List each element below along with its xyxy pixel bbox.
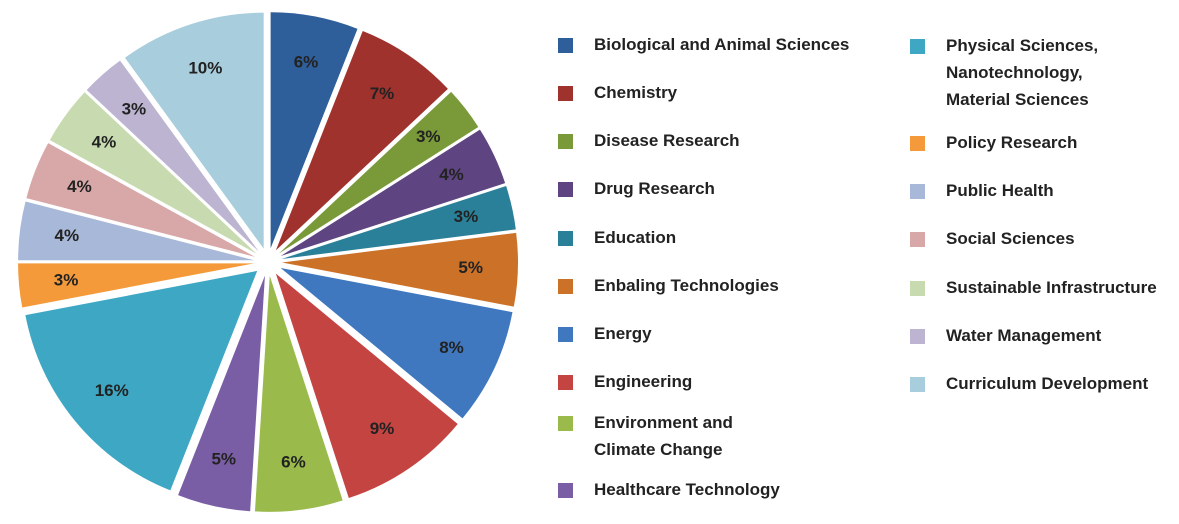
pie-slice: [25, 270, 258, 491]
slice-label: 4%: [67, 177, 92, 196]
pie-slice: [279, 91, 479, 254]
legend-label: Chemistry: [594, 83, 678, 102]
pie-slice: [18, 263, 255, 308]
legend-item: Sustainable Infrastructure: [910, 278, 1157, 301]
pie-slice: [124, 12, 264, 249]
legend-item: Social Sciences: [910, 229, 1075, 252]
slice-label: 3%: [122, 99, 147, 118]
legend-item: Biological and Animal Sciences: [558, 35, 849, 58]
legend-item: Enbaling Technologies: [558, 276, 779, 299]
legend-swatch: [558, 327, 573, 342]
slice-label: 9%: [370, 419, 395, 438]
legend-label: Energy: [594, 324, 652, 343]
legend-item: Engineering: [558, 372, 692, 395]
legend-swatch: [910, 232, 925, 247]
legend-item: Environment and Climate Change: [558, 413, 733, 463]
legend-item: Drug Research: [558, 179, 715, 202]
legend-item: Curriculum Development: [910, 374, 1148, 397]
legend-item: Public Health: [910, 181, 1054, 204]
legend-swatch: [910, 136, 925, 151]
legend-swatch: [558, 375, 573, 390]
legend-label: Policy Research: [946, 133, 1078, 152]
legend-swatch: [558, 182, 573, 197]
legend-swatch: [558, 279, 573, 294]
legend-item: Energy: [558, 324, 652, 347]
pie-chart: 6% 7% 3% 4% 3% 5% 8% 9% 6% 5% 16% 3% 4% 4% 4% 3% 10%: [18, 12, 518, 512]
pie-slice: [270, 12, 358, 249]
legend-label: Curriculum Development: [946, 374, 1149, 393]
slice-label: 5%: [458, 258, 483, 277]
slice-label: 3%: [416, 127, 441, 146]
legend-label: Disease Research: [594, 131, 740, 150]
legend-label: Social Sciences: [946, 229, 1075, 248]
legend-label: Education: [594, 228, 677, 247]
slice-label: 4%: [439, 165, 464, 184]
pie-slice: [275, 273, 458, 499]
pie-slice: [275, 30, 448, 251]
legend-swatch: [910, 39, 925, 54]
slice-label: 3%: [454, 207, 479, 226]
slice-label: 7%: [370, 84, 395, 103]
slice-label: 4%: [92, 132, 117, 151]
legend-label: Healthcare Technology: [594, 480, 780, 499]
pie-slice: [18, 201, 255, 261]
pie-slice: [280, 129, 506, 257]
slice-label: 10%: [188, 59, 222, 78]
legend-label: Drug Research: [594, 179, 715, 198]
pie-slice: [281, 232, 518, 307]
slice-label: 8%: [439, 338, 464, 357]
pie-slice: [281, 186, 516, 259]
legend-swatch: [910, 329, 925, 344]
legend-item: Policy Research: [910, 133, 1077, 156]
legend-label: Environment and Climate Change: [594, 413, 733, 459]
legend-label: Physical Sciences, Nanotechnology, Mater…: [946, 36, 1099, 109]
legend-label: Enbaling Technologies: [594, 276, 779, 295]
legend-label: Sustainable Infrastructure: [946, 278, 1157, 297]
legend-swatch: [558, 38, 573, 53]
slice-label: 6%: [281, 453, 306, 472]
legend-item: Education: [558, 228, 676, 251]
slice-label: 16%: [95, 381, 129, 400]
pie-slice: [254, 275, 343, 512]
legend-swatch: [910, 281, 925, 296]
legend-swatch: [558, 231, 573, 246]
legend-item: Disease Research: [558, 131, 740, 154]
legend-item: Physical Sciences, Nanotechnology, Mater…: [910, 36, 1098, 113]
slice-label: 5%: [211, 449, 236, 468]
legend-swatch: [558, 483, 573, 498]
legend-label: Water Management: [946, 326, 1102, 345]
pie-slice: [86, 60, 259, 252]
legend-label: Engineering: [594, 372, 693, 391]
pie-slice: [26, 143, 255, 257]
pie-slice: [178, 275, 265, 512]
slice-label: 4%: [55, 226, 80, 245]
pie-slice: [280, 267, 513, 419]
legend-label: Biological and Animal Sciences: [594, 35, 850, 54]
slice-label: 3%: [54, 271, 79, 290]
legend-label: Public Health: [946, 181, 1054, 200]
legend-swatch: [910, 184, 925, 199]
legend-item: Chemistry: [558, 83, 677, 106]
legend-swatch: [558, 86, 573, 101]
legend-item: Water Management: [910, 326, 1101, 349]
legend-swatch: [558, 134, 573, 149]
legend-swatch: [910, 377, 925, 392]
legend-swatch: [558, 416, 573, 431]
slice-label: 6%: [294, 52, 319, 71]
pie-slice: [49, 92, 257, 254]
legend-item: Healthcare Technology: [558, 480, 780, 503]
